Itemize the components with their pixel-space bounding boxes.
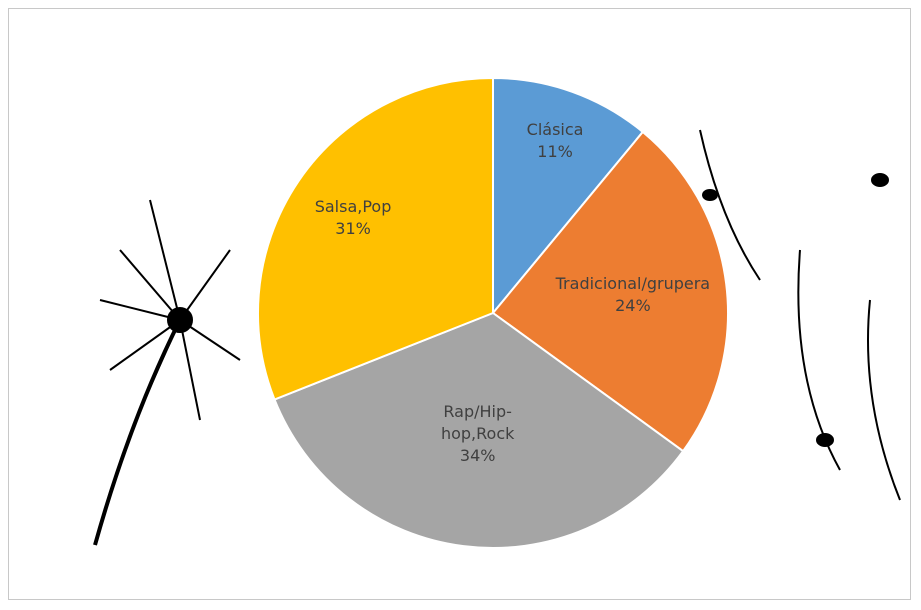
value-label: 31%: [335, 218, 371, 238]
decoration-right: [699, 129, 901, 501]
pie-slice: [273, 311, 685, 549]
pie-slice: [492, 76, 645, 316]
chart-frame: [8, 8, 911, 600]
value-label: 11%: [537, 141, 573, 161]
decoration-left: [93, 199, 241, 546]
slice-label: Tradicional/grupera 24%: [556, 273, 710, 317]
pie-slice: [257, 76, 494, 401]
category-label: Tradicional/grupera: [555, 274, 711, 294]
value-label: 24%: [615, 296, 651, 316]
category-label: Clásica: [526, 119, 584, 139]
category-label: Rap/Hip-hop,Rock: [440, 402, 515, 444]
category-label: Salsa,Pop: [314, 196, 392, 216]
slice-label: Salsa,Pop 31%: [315, 196, 392, 240]
slice-label: Clásica 11%: [527, 119, 584, 163]
value-label: 34%: [459, 446, 496, 466]
slice-label: Rap/Hip-hop,Rock 34%: [428, 401, 528, 467]
pie-slice: [491, 130, 729, 453]
